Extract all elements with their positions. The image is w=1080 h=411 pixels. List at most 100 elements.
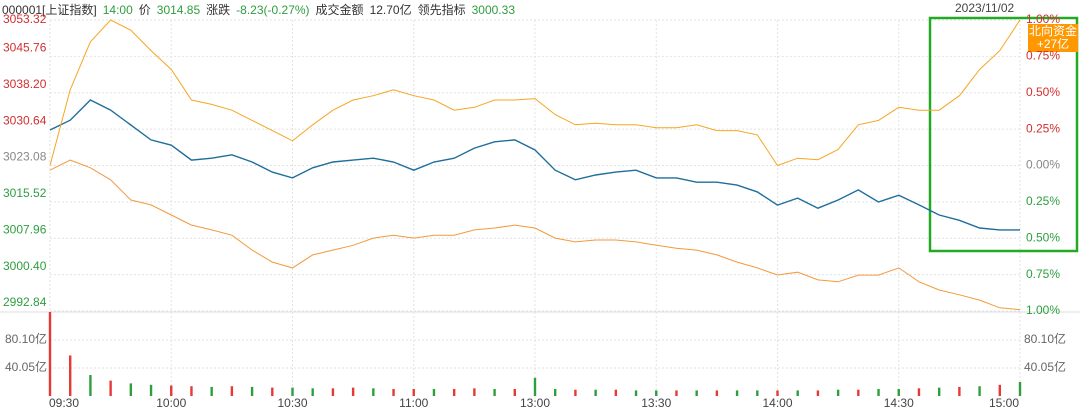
- y2-tick-label: 0.00%: [1026, 158, 1060, 172]
- x-tick-label: 15:00: [989, 396, 1019, 410]
- series-line: [49, 99, 1020, 231]
- volume-bar: [695, 390, 698, 396]
- time: 14:00: [102, 3, 133, 17]
- price-label: 价: [138, 3, 151, 17]
- volume-bar: [271, 387, 274, 396]
- y-tick-label: 40.05亿: [5, 359, 47, 374]
- annotation-box: [1028, 24, 1078, 52]
- y-tick-label: 3045.76: [3, 41, 47, 55]
- volume-bar: [170, 385, 173, 396]
- volume-bar: [412, 389, 415, 396]
- y-tick-label: 3000.40: [3, 259, 47, 273]
- annotation-value: +27亿: [1037, 36, 1069, 51]
- volume-bar: [675, 390, 678, 396]
- volume-bar: [493, 389, 496, 396]
- volume-bar: [776, 390, 779, 396]
- volume-bar: [958, 386, 961, 396]
- x-tick-label: 11:00: [399, 396, 428, 410]
- volume-bar: [574, 389, 577, 396]
- y2-tick-label: 1.00%: [1026, 12, 1060, 26]
- volume-bar: [473, 388, 476, 396]
- volume-bar: [836, 389, 840, 396]
- volume-bar: [372, 388, 375, 396]
- volume-bar: [594, 389, 597, 396]
- y2-tick-label: 0.50%: [1026, 230, 1060, 244]
- y-tick-label: 80.10亿: [5, 331, 47, 346]
- y2-tick-label: 40.05亿: [1024, 359, 1066, 374]
- volume-bar: [250, 386, 254, 396]
- x-tick-label: 13:30: [641, 396, 671, 410]
- y2-tick-label: 0.75%: [1026, 267, 1060, 281]
- volume-bar: [756, 390, 759, 396]
- volume-bar: [210, 386, 213, 396]
- volume-bar: [655, 390, 658, 396]
- volume-bar: [129, 383, 133, 396]
- lead-label: 领先指标: [417, 3, 466, 17]
- volume-bar: [230, 386, 234, 396]
- y2-tick-label: 80.10亿: [1024, 331, 1066, 346]
- x-tick-label: 10:00: [156, 396, 186, 410]
- change-label: 涨跌: [206, 3, 231, 17]
- x-tick-label: 14:00: [762, 396, 792, 410]
- volume-bar: [796, 390, 799, 396]
- volume-bar: [857, 389, 860, 396]
- volume-bar: [998, 384, 1001, 396]
- highlight-box: [928, 16, 1079, 253]
- amount: 12.70亿: [369, 3, 412, 17]
- volume-bar: [735, 390, 739, 396]
- x-tick-label: 10:30: [277, 396, 307, 410]
- y-tick-label: 3023.08: [3, 150, 47, 164]
- volume-bar: [48, 312, 52, 396]
- y-tick-label: 3030.64: [3, 113, 47, 127]
- volume-bar: [816, 390, 820, 396]
- volume-bar: [351, 387, 355, 396]
- y2-tick-label: 0.75%: [1026, 49, 1060, 63]
- volume-bar: [392, 389, 395, 396]
- volume-bar: [917, 388, 921, 396]
- lead: 3000.33: [471, 3, 515, 17]
- y-tick-label: 3053.32: [3, 12, 47, 26]
- x-tick-label: 14:30: [884, 396, 914, 410]
- volume-bar: [533, 377, 537, 396]
- volume-bar: [877, 389, 880, 396]
- y2-tick-label: 0.50%: [1026, 85, 1060, 99]
- series-line: [49, 159, 1021, 311]
- volume-bar: [69, 355, 72, 396]
- date: 2023/11/02: [955, 1, 1015, 15]
- volume-bar: [432, 389, 436, 396]
- volume-bar: [109, 380, 112, 396]
- volume-bar: [554, 389, 557, 396]
- volume-bar: [149, 384, 153, 396]
- y2-tick-label: 0.25%: [1026, 121, 1060, 135]
- volume-bar: [978, 386, 981, 396]
- volume-bar: [190, 386, 193, 396]
- y-tick-label: 3015.52: [3, 186, 47, 200]
- volume-bar: [331, 388, 335, 396]
- volume-bar: [1018, 382, 1022, 396]
- y-tick-label: 2992.84: [3, 295, 47, 309]
- volume-bar: [291, 387, 294, 396]
- volume-bar: [614, 389, 618, 396]
- volume-bar: [89, 375, 92, 396]
- annotation-title: 北向资金: [1029, 23, 1077, 38]
- y2-tick-label: 0.25%: [1026, 194, 1060, 208]
- x-tick-label: 13:00: [520, 396, 550, 410]
- y2-tick-label: 1.00%: [1026, 303, 1060, 317]
- symbol: 000001[上证指数]: [2, 3, 97, 17]
- volume-bar: [452, 389, 456, 396]
- y-tick-label: 3007.96: [3, 222, 47, 236]
- volume-bar: [513, 389, 516, 396]
- volume-bar: [311, 388, 314, 396]
- price: 3014.85: [156, 3, 201, 17]
- volume-bar: [634, 390, 638, 396]
- volume-bar: [715, 390, 719, 396]
- amount-label: 成交金额: [315, 3, 364, 17]
- volume-bar: [897, 389, 900, 396]
- x-tick-label: 09:30: [49, 396, 79, 410]
- y-tick-label: 3038.20: [3, 77, 47, 91]
- change: -8.23(-0.27%): [236, 3, 310, 17]
- header: 000001[上证指数] 14:00 价 3014.85 涨跌 -8.23(-0.27%)…: [2, 1, 521, 18]
- volume-bar: [937, 387, 941, 396]
